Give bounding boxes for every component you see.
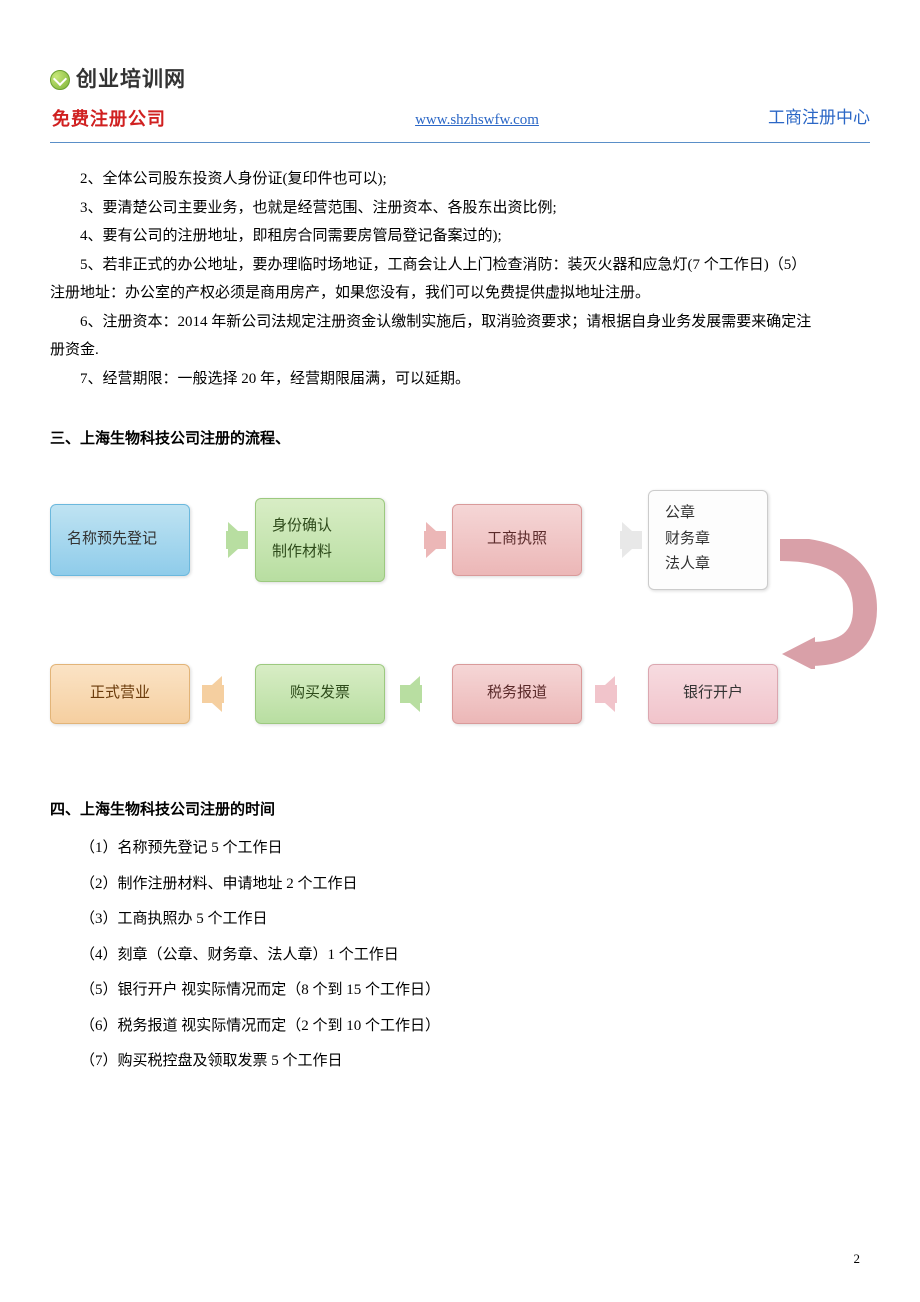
flow-node-6: 税务报道 <box>452 664 582 724</box>
timeline-2: （2）制作注册材料、申请地址 2 个工作日 <box>50 870 870 899</box>
arrow-icon <box>228 522 248 558</box>
arrow-icon <box>426 522 446 558</box>
flow-label-1: 名称预先登记 <box>67 527 173 553</box>
para-5b: 注册地址：办公室的产权必须是商用房产，如果您没有，我们可以免费提供虚拟地址注册。 <box>50 279 870 308</box>
flow-label-2b: 制作材料 <box>272 540 368 566</box>
flow-node-4: 公章 财务章 法人章 <box>648 490 768 590</box>
flow-label-4c: 法人章 <box>665 552 751 578</box>
flow-node-2: 身份确认 制作材料 <box>255 498 385 582</box>
section4-title: 四、上海生物科技公司注册的时间 <box>50 796 870 825</box>
para-3: 3、要清楚公司主要业务，也就是经营范围、注册资本、各股东出资比例; <box>50 194 870 223</box>
header-url-link[interactable]: www.shzhswfw.com <box>415 106 539 135</box>
logo-block: 创业培训网 免费注册公司 <box>50 60 186 136</box>
logo-icon <box>50 70 70 90</box>
page-number: 2 <box>854 1247 861 1272</box>
arrow-icon <box>400 676 420 712</box>
timeline-3: （3）工商执照办 5 个工作日 <box>50 905 870 934</box>
timeline-list: （1）名称预先登记 5 个工作日 （2）制作注册材料、申请地址 2 个工作日 （… <box>50 834 870 1076</box>
flow-node-5: 银行开户 <box>648 664 778 724</box>
flow-label-7: 购买发票 <box>290 681 350 707</box>
timeline-1: （1）名称预先登记 5 个工作日 <box>50 834 870 863</box>
arrow-icon <box>202 676 222 712</box>
para-7: 7、经营期限：一般选择 20 年，经营期限届满，可以延期。 <box>50 365 870 394</box>
para-2: 2、全体公司股东投资人身份证(复印件也可以); <box>50 165 870 194</box>
timeline-5: （5）银行开户 视实际情况而定（8 个到 15 个工作日） <box>50 976 870 1005</box>
flow-label-4a: 公章 <box>665 501 751 527</box>
flow-node-7: 购买发票 <box>255 664 385 724</box>
para-6a: 6、注册资本：2014 年新公司法规定注册资金认缴制实施后，取消验资要求；请根据… <box>50 308 870 337</box>
timeline-6: （6）税务报道 视实际情况而定（2 个到 10 个工作日） <box>50 1012 870 1041</box>
flowchart: 名称预先登记 身份确认 制作材料 工商执照 公章 财务章 法人章 银行开户 税务… <box>50 484 870 764</box>
flow-label-2a: 身份确认 <box>272 514 368 540</box>
section3-title: 三、上海生物科技公司注册的流程、 <box>50 425 870 454</box>
para-6b: 册资金. <box>50 336 870 365</box>
logo-subtitle: 免费注册公司 <box>50 102 186 136</box>
flow-label-8: 正式营业 <box>90 681 150 707</box>
flow-label-4b: 财务章 <box>665 527 751 553</box>
para-5a: 5、若非正式的办公地址，要办理临时场地证，工商会让人上门检查消防：装灭火器和应急… <box>50 251 870 280</box>
flow-label-3: 工商执照 <box>487 527 547 553</box>
body-paragraphs: 2、全体公司股东投资人身份证(复印件也可以); 3、要清楚公司主要业务，也就是经… <box>50 165 870 393</box>
flow-label-5: 银行开户 <box>683 681 743 707</box>
header-right-label: 工商注册中心 <box>768 102 870 134</box>
timeline-7: （7）购买税控盘及领取发票 5 个工作日 <box>50 1047 870 1076</box>
flow-node-8: 正式营业 <box>50 664 190 724</box>
arrow-icon <box>595 676 615 712</box>
flow-node-3: 工商执照 <box>452 504 582 576</box>
curve-arrow-icon <box>770 539 880 669</box>
logo-row: 创业培训网 <box>50 60 186 100</box>
arrow-icon <box>622 522 642 558</box>
para-4: 4、要有公司的注册地址，即租房合同需要房管局登记备案过的); <box>50 222 870 251</box>
timeline-4: （4）刻章（公章、财务章、法人章）1 个工作日 <box>50 941 870 970</box>
flow-label-6: 税务报道 <box>487 681 547 707</box>
flow-node-1: 名称预先登记 <box>50 504 190 576</box>
page-header: 创业培训网 免费注册公司 www.shzhswfw.com 工商注册中心 <box>50 60 870 143</box>
logo-title: 创业培训网 <box>76 60 186 100</box>
